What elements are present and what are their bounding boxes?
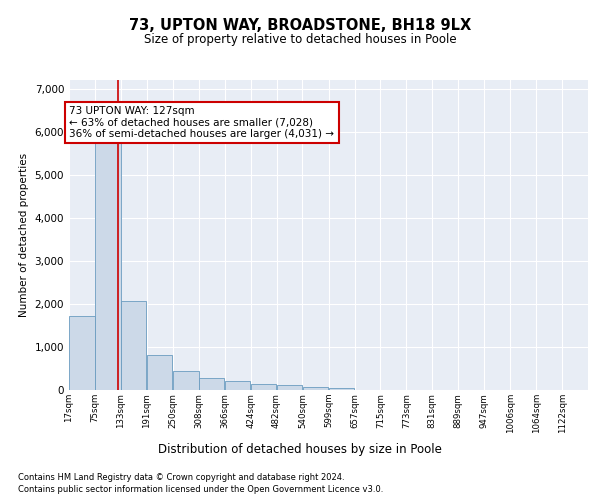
Y-axis label: Number of detached properties: Number of detached properties — [19, 153, 29, 317]
Bar — [303, 387, 328, 390]
Text: Distribution of detached houses by size in Poole: Distribution of detached houses by size … — [158, 442, 442, 456]
Text: 73 UPTON WAY: 127sqm
← 63% of detached houses are smaller (7,028)
36% of semi-de: 73 UPTON WAY: 127sqm ← 63% of detached h… — [70, 106, 334, 139]
Bar — [121, 302, 146, 390]
Bar — [95, 140, 121, 390]
Bar — [329, 388, 355, 390]
Bar — [69, 316, 95, 390]
Bar — [173, 371, 199, 390]
Text: 73, UPTON WAY, BROADSTONE, BH18 9LX: 73, UPTON WAY, BROADSTONE, BH18 9LX — [129, 18, 471, 32]
Bar — [251, 384, 276, 390]
Text: Contains public sector information licensed under the Open Government Licence v3: Contains public sector information licen… — [18, 485, 383, 494]
Bar — [277, 386, 302, 390]
Bar — [199, 378, 224, 390]
Bar — [225, 382, 250, 390]
Text: Size of property relative to detached houses in Poole: Size of property relative to detached ho… — [143, 32, 457, 46]
Text: Contains HM Land Registry data © Crown copyright and database right 2024.: Contains HM Land Registry data © Crown c… — [18, 472, 344, 482]
Bar — [147, 354, 172, 390]
